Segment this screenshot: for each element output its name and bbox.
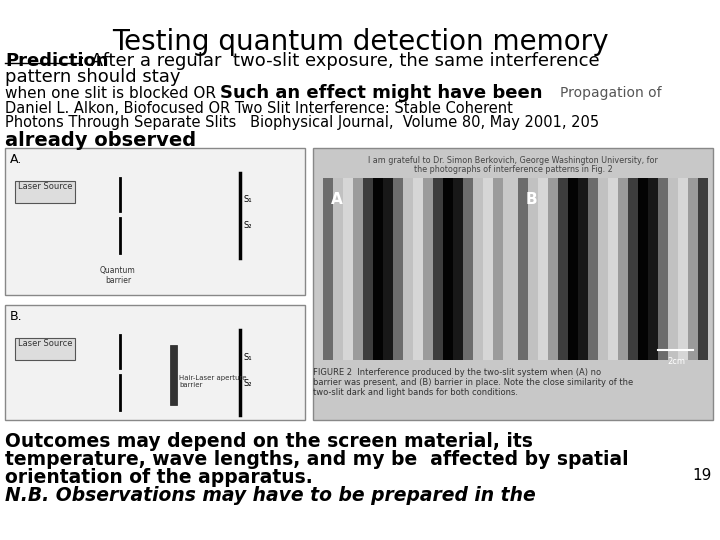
Text: Laser Source: Laser Source bbox=[18, 339, 72, 348]
Text: two-slit dark and light bands for both conditions.: two-slit dark and light bands for both c… bbox=[313, 388, 518, 397]
Text: orientation of the apparatus.: orientation of the apparatus. bbox=[5, 468, 312, 487]
Text: Photons Through Separate Slits   Biophysical Journal,  Volume 80, May 2001, 205: Photons Through Separate Slits Biophysic… bbox=[5, 115, 599, 130]
Text: S₁: S₁ bbox=[244, 195, 253, 205]
Bar bbox=[548, 178, 558, 360]
Bar bbox=[658, 178, 668, 360]
Bar bbox=[648, 178, 658, 360]
Text: B: B bbox=[526, 192, 538, 207]
Bar bbox=[538, 178, 548, 360]
Bar bbox=[638, 178, 648, 360]
Bar bbox=[688, 178, 698, 360]
Bar bbox=[528, 178, 538, 360]
Text: Such an effect might have been: Such an effect might have been bbox=[220, 84, 542, 102]
Bar bbox=[493, 178, 503, 360]
Bar bbox=[618, 178, 628, 360]
Bar bbox=[363, 178, 373, 360]
Bar bbox=[403, 178, 413, 360]
Bar bbox=[333, 178, 343, 360]
Bar bbox=[608, 178, 618, 360]
Bar bbox=[313, 148, 713, 420]
Text: N.B. Observations may have to be prepared in the: N.B. Observations may have to be prepare… bbox=[5, 486, 536, 505]
Text: the photographs of interference patterns in Fig. 2: the photographs of interference patterns… bbox=[413, 165, 613, 174]
Text: Hair-Laser aperture
barrier: Hair-Laser aperture barrier bbox=[179, 375, 246, 388]
Text: Outcomes may depend on the screen material, its: Outcomes may depend on the screen materi… bbox=[5, 432, 533, 451]
Bar bbox=[518, 178, 528, 360]
Bar bbox=[558, 178, 568, 360]
Text: when one slit is blocked OR: when one slit is blocked OR bbox=[5, 86, 216, 101]
Bar bbox=[393, 178, 403, 360]
Bar bbox=[15, 181, 75, 203]
Text: Daniel L. Alkon, Biofocused OR Two Slit Interference: Stable Coherent: Daniel L. Alkon, Biofocused OR Two Slit … bbox=[5, 101, 518, 116]
Text: S₁: S₁ bbox=[244, 353, 253, 361]
Bar bbox=[5, 305, 305, 420]
Bar bbox=[598, 178, 608, 360]
Text: A.: A. bbox=[10, 153, 22, 166]
Bar bbox=[373, 178, 383, 360]
Text: FIGURE 2  Interference produced by the two-slit system when (A) no: FIGURE 2 Interference produced by the tw… bbox=[313, 368, 601, 377]
Bar bbox=[483, 178, 493, 360]
Text: temperature, wave lengths, and my be  affected by spatial: temperature, wave lengths, and my be aff… bbox=[5, 450, 629, 469]
Bar bbox=[170, 345, 177, 405]
Bar bbox=[668, 178, 678, 360]
Text: already observed: already observed bbox=[5, 131, 196, 150]
Text: Propagation of: Propagation of bbox=[560, 86, 662, 100]
Bar bbox=[473, 178, 483, 360]
Text: I am grateful to Dr. Simon Berkovich, George Washington University, for: I am grateful to Dr. Simon Berkovich, Ge… bbox=[368, 156, 658, 165]
Text: Laser Source: Laser Source bbox=[18, 182, 72, 191]
Bar bbox=[628, 178, 638, 360]
Text: A: A bbox=[331, 192, 343, 207]
Bar bbox=[568, 178, 578, 360]
Bar bbox=[433, 178, 443, 360]
Bar bbox=[463, 178, 473, 360]
Text: Quantum
barrier: Quantum barrier bbox=[100, 266, 136, 286]
Bar bbox=[323, 178, 503, 360]
Bar bbox=[518, 178, 703, 360]
Text: Testing quantum detection memory: Testing quantum detection memory bbox=[112, 28, 608, 56]
Bar bbox=[413, 178, 423, 360]
Bar bbox=[443, 178, 453, 360]
Bar bbox=[578, 178, 588, 360]
Text: 19: 19 bbox=[693, 468, 712, 483]
Bar bbox=[678, 178, 688, 360]
Text: Prediction: Prediction bbox=[5, 52, 109, 70]
Text: pattern should stay: pattern should stay bbox=[5, 68, 181, 86]
Bar bbox=[15, 338, 75, 360]
Bar bbox=[5, 148, 305, 295]
Text: 2cm: 2cm bbox=[667, 357, 685, 366]
Bar bbox=[323, 178, 333, 360]
Bar bbox=[423, 178, 433, 360]
Text: : After a regular  two-slit exposure, the same interference: : After a regular two-slit exposure, the… bbox=[79, 52, 600, 70]
Text: barrier was present, and (B) barrier in place. Note the close similarity of the: barrier was present, and (B) barrier in … bbox=[313, 378, 634, 387]
Bar bbox=[383, 178, 393, 360]
Bar bbox=[353, 178, 363, 360]
Text: S₂: S₂ bbox=[244, 221, 253, 231]
Text: B.: B. bbox=[10, 310, 22, 323]
Bar bbox=[588, 178, 598, 360]
Text: S₂: S₂ bbox=[244, 379, 253, 388]
Bar bbox=[343, 178, 353, 360]
Bar bbox=[453, 178, 463, 360]
Bar bbox=[698, 178, 708, 360]
